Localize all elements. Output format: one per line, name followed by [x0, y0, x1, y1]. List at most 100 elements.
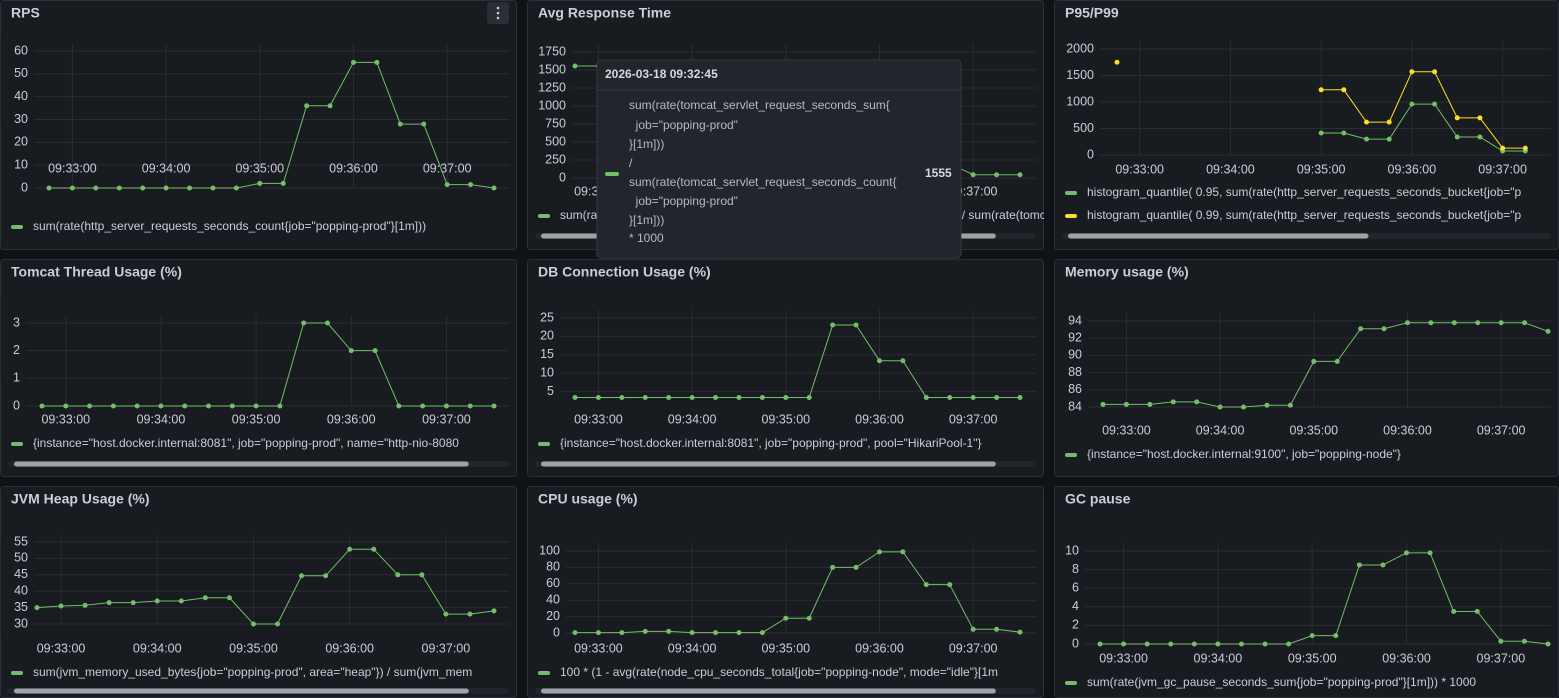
legend-label[interactable]: histogram_quantile( 0.99, sum(rate(http_…	[1087, 208, 1522, 222]
legend-label[interactable]: sum(rate(http_server_requests_seconds_co…	[33, 219, 426, 233]
legend-swatch	[1065, 191, 1077, 195]
data-point	[876, 358, 882, 364]
tooltip-value: 1555	[925, 166, 952, 180]
legend-swatch	[538, 671, 550, 675]
x-tick-label: 09:35:00	[1289, 423, 1338, 437]
data-point	[1311, 358, 1317, 364]
scrollbar-thumb[interactable]	[541, 461, 996, 467]
legend-label[interactable]: {instance="host.docker.internal:8081", j…	[560, 436, 982, 450]
y-tick-label: 55	[14, 534, 28, 548]
data-point	[130, 600, 136, 606]
data-point	[304, 103, 310, 109]
panel-content: RPS 0 10 20 30 40 50 60 09:33:00 09:34:00 09:35:00…	[11, 2, 509, 233]
tooltip: 2026-03-18 09:32:45 sum(rate(tomcat_servl…	[596, 59, 962, 259]
menu-dot	[496, 11, 500, 15]
data-point	[736, 395, 742, 401]
data-point	[116, 185, 122, 191]
y-tick-label: 0	[1087, 147, 1094, 161]
legend-label[interactable]: {instance="host.docker.internal:8081", j…	[33, 436, 459, 450]
data-point	[923, 582, 929, 588]
x-tick-label: 09:37:00	[423, 161, 472, 175]
legend-swatch	[11, 442, 23, 446]
y-tick-label: 40	[14, 89, 28, 103]
data-point	[491, 185, 497, 191]
data-point	[947, 582, 953, 588]
x-tick-label: 09:37:00	[422, 641, 471, 655]
series-line	[36, 548, 495, 625]
y-tick-label: 20	[546, 609, 560, 623]
data-point	[713, 630, 719, 636]
data-point	[1017, 395, 1023, 401]
data-point	[34, 605, 40, 611]
data-point	[1477, 134, 1483, 140]
data-point	[1522, 320, 1528, 326]
y-tick-label: 2	[13, 343, 20, 357]
data-point	[1428, 320, 1434, 326]
data-point	[1194, 399, 1200, 405]
legend-label[interactable]: 100 * (1 - avg(rate(node_cpu_seconds_tot…	[560, 665, 998, 679]
legend-swatch	[1065, 453, 1077, 457]
x-tick-label: 09:34:00	[668, 641, 717, 655]
legend-label[interactable]: sum(jvm_memory_used_bytes{job="popping-p…	[33, 665, 472, 679]
data-point	[301, 320, 307, 326]
data-point	[347, 546, 353, 552]
data-point	[1386, 136, 1392, 142]
x-tick-label: 09:33:00	[574, 412, 623, 426]
y-tick-label: 15	[540, 347, 554, 361]
legend-label[interactable]: {instance="host.docker.internal:9100", j…	[1087, 447, 1401, 461]
data-point	[1427, 550, 1433, 556]
data-point	[1477, 115, 1483, 121]
x-tick-label: 09:34:00	[668, 412, 717, 426]
x-tick-label: 09:36:00	[1382, 651, 1431, 665]
y-tick-label: 2000	[1066, 41, 1094, 55]
legend-swatch	[1065, 681, 1077, 685]
panel-content: DB Connection Usage (%) 5 10 15 20 25 09:33:00…	[535, 264, 1036, 467]
legend-label[interactable]: sum(rate(jvm_gc_pause_seconds_sum{job="p…	[1087, 675, 1476, 689]
y-tick-label: 92	[1068, 330, 1082, 344]
tooltip-line: job="popping-prod"	[629, 194, 738, 208]
panel-content: P95/P99 0 500 1000 1500 2000 09:33:00 09:34:00 0…	[1062, 5, 1551, 239]
data-point	[1432, 101, 1438, 107]
data-point	[689, 395, 695, 401]
x-tick-label: 09:34:00	[137, 412, 186, 426]
data-point	[1017, 172, 1023, 178]
scrollbar-thumb[interactable]	[541, 688, 996, 694]
x-tick-label: 09:34:00	[1206, 162, 1255, 176]
tooltip-line: }[1m]))	[629, 213, 664, 227]
y-tick-label: 35	[14, 600, 28, 614]
data-point	[468, 182, 474, 188]
data-point	[1286, 641, 1292, 647]
x-tick-label: 09:33:00	[41, 412, 90, 426]
legend-label[interactable]: histogram_quantile( 0.95, sum(rate(http_…	[1087, 185, 1522, 199]
data-point	[374, 59, 380, 65]
scrollbar-thumb[interactable]	[14, 688, 469, 694]
x-tick-label: 09:33:00	[1102, 423, 1151, 437]
x-tick-label: 09:34:00	[133, 641, 182, 655]
data-point	[229, 403, 235, 409]
data-point	[158, 403, 164, 409]
series-line	[575, 324, 1020, 399]
y-tick-label: 10	[540, 366, 554, 380]
data-point	[970, 395, 976, 401]
tooltip-line: }[1m]))	[629, 137, 664, 151]
x-tick-label: 09:34:00	[1196, 423, 1245, 437]
data-point	[1475, 320, 1481, 326]
y-tick-label: 30	[14, 112, 28, 126]
scrollbar-thumb[interactable]	[1068, 233, 1369, 239]
x-tick-label: 09:33:00	[1115, 162, 1164, 176]
scrollbar-thumb[interactable]	[14, 461, 469, 467]
data-point	[226, 595, 232, 601]
data-point	[277, 403, 283, 409]
legend-swatch	[538, 214, 550, 218]
data-point	[1121, 641, 1127, 647]
y-tick-label: 50	[14, 551, 28, 565]
y-tick-label: 2	[1072, 618, 1079, 632]
x-tick-label: 09:35:00	[235, 161, 284, 175]
series-line	[1321, 103, 1526, 152]
legend-swatch	[1065, 214, 1077, 218]
data-point	[421, 121, 427, 127]
y-tick-label: 20	[14, 135, 28, 149]
data-point	[140, 185, 146, 191]
y-tick-label: 0	[553, 625, 560, 639]
data-point	[467, 611, 473, 617]
